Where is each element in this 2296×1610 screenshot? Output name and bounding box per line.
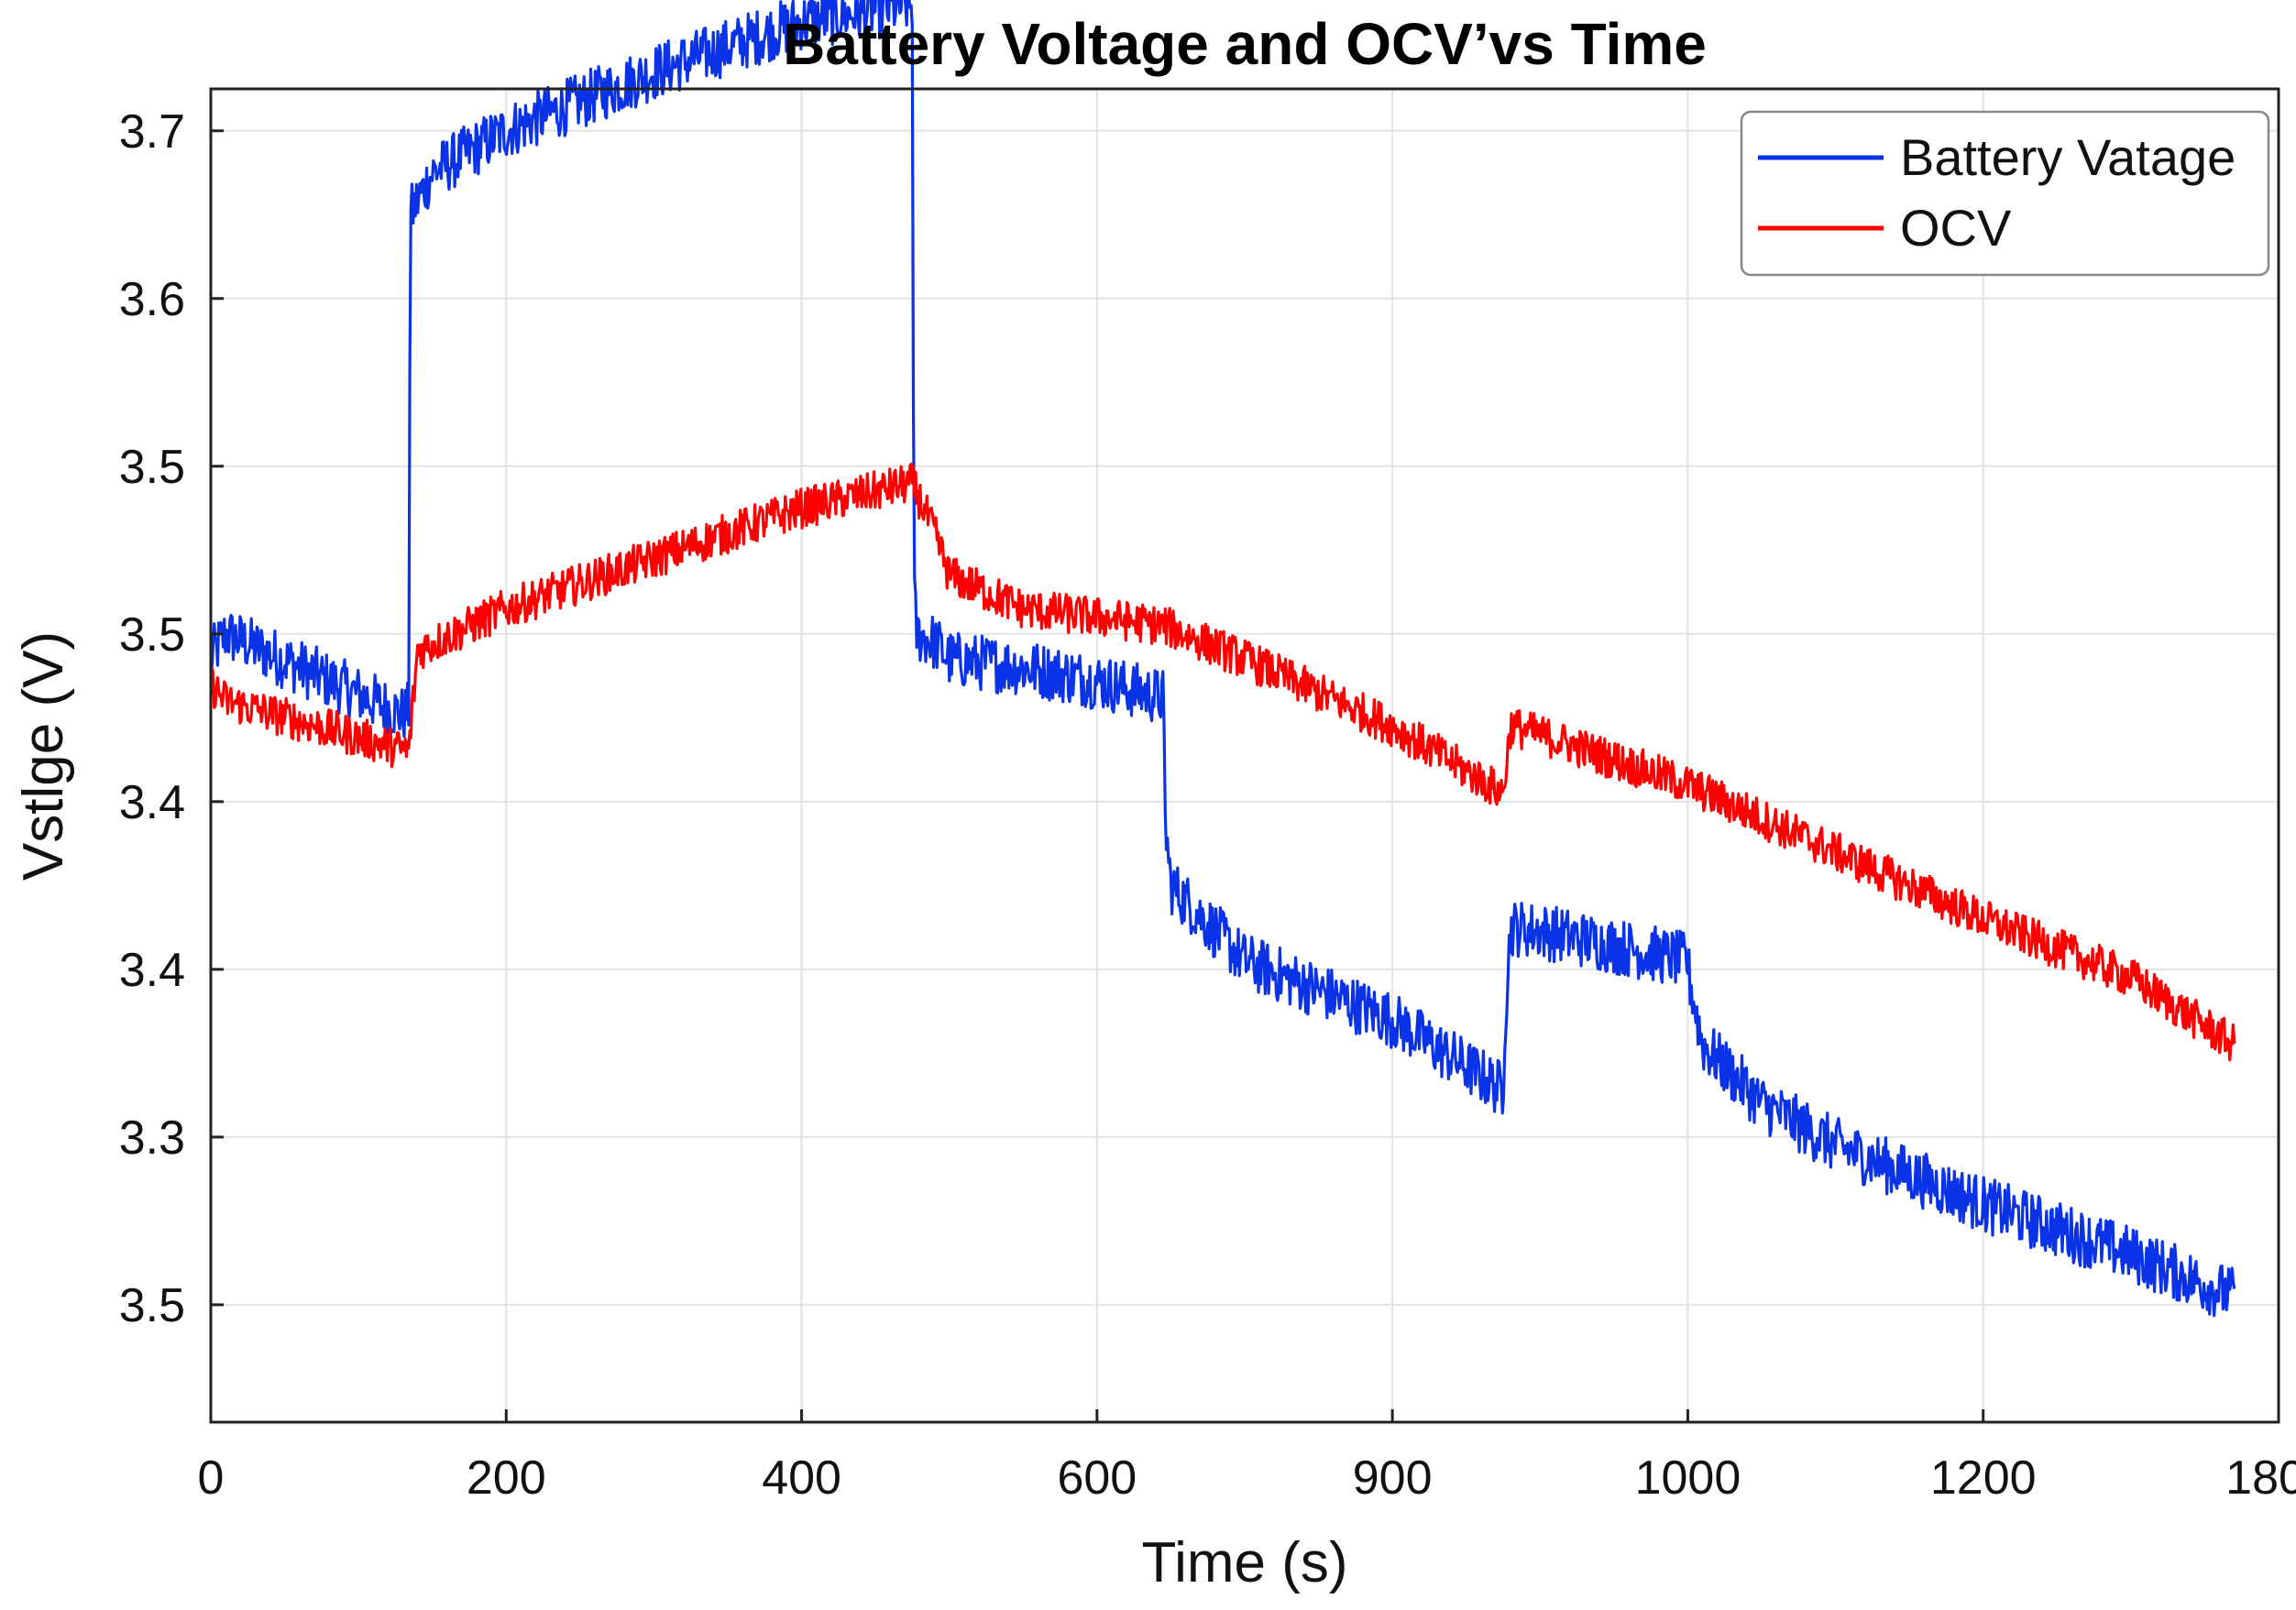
x-tick-label: 0: [198, 1451, 225, 1505]
x-tick-label: 900: [1353, 1451, 1433, 1505]
x-axis-title: Time (s): [1142, 1531, 1348, 1594]
x-axis-ticks: 0 200 400 600 900 1000 1200 1800: [198, 1409, 2296, 1505]
y-tick-label: 3.5: [119, 608, 185, 662]
series-lines: [209, 0, 2236, 1318]
legend-label-ocv: OCV: [1900, 199, 2012, 257]
y-tick-label: 3.4: [119, 776, 185, 829]
x-tick-label: 1200: [1930, 1451, 2037, 1505]
y-axis-ticks: 3.5 3.3 3.4 3.4 3.5 3.5 3.6 3.7: [119, 105, 224, 1332]
y-tick-label: 3.5: [119, 1279, 185, 1332]
y-tick-label: 3.7: [119, 105, 185, 159]
ocv-series-line: [209, 462, 2236, 1062]
x-tick-label: 600: [1057, 1451, 1137, 1505]
x-tick-label: 1800: [2225, 1451, 2296, 1505]
x-tick-label: 400: [762, 1451, 841, 1505]
plot-area-frame: [209, 87, 2280, 1424]
y-tick-label: 3.4: [119, 944, 185, 997]
x-tick-label: 1000: [1635, 1451, 1741, 1505]
y-tick-label: 3.5: [119, 441, 185, 494]
battery-voltage-series-line: [209, 0, 2236, 1318]
legend-label-battery-voltage: Battery Vatage: [1900, 128, 2236, 186]
chart-title: Battery Voltage and OCV’vs Time: [783, 11, 1707, 77]
y-tick-label: 3.6: [119, 273, 185, 326]
x-tick-label: 200: [467, 1451, 546, 1505]
y-tick-label: 3.3: [119, 1112, 185, 1165]
y-axis-title: Vstlge (V): [12, 631, 75, 881]
legend-box: [1740, 110, 2270, 277]
legend: Battery Vatage OCV: [1740, 110, 2270, 277]
